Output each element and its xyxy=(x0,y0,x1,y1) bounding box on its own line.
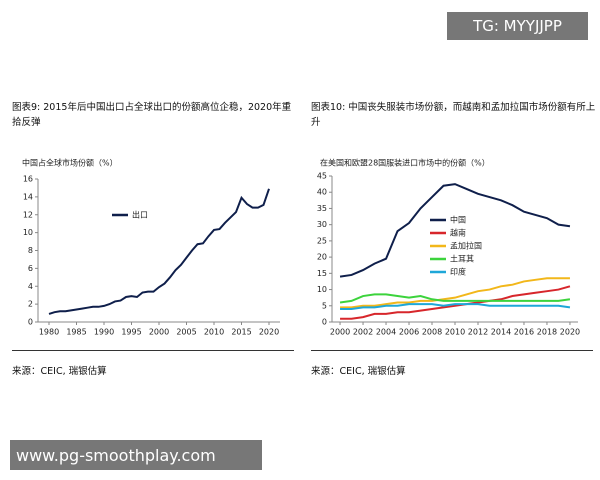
legend-label: 孟加拉国 xyxy=(450,241,482,251)
x-tick-label: 2000 xyxy=(149,328,169,337)
x-tick-label: 2008 xyxy=(422,328,442,337)
y-tick-label: 15 xyxy=(317,269,327,278)
series-line xyxy=(339,293,571,304)
y-tick-label: 0 xyxy=(28,318,33,327)
y-tick-label: 14 xyxy=(23,192,33,201)
legend-label: 中国 xyxy=(450,215,466,225)
x-tick-label: 2012 xyxy=(468,328,488,337)
separator xyxy=(311,350,593,351)
series-line xyxy=(340,285,571,320)
y-tick-label: 30 xyxy=(317,220,327,229)
series-line xyxy=(339,183,571,278)
x-tick-label: 2006 xyxy=(399,328,419,337)
x-tick-label: 2016 xyxy=(514,328,534,337)
legend-label: 出口 xyxy=(132,210,148,220)
series-line xyxy=(340,277,570,309)
x-tick-label: 2014 xyxy=(491,328,511,337)
y-tick-label: 45 xyxy=(317,172,327,181)
x-tick-label: 2010 xyxy=(204,328,224,337)
y-tick-label: 5 xyxy=(322,301,327,310)
y-tick-label: 10 xyxy=(317,285,327,294)
x-tick-label: 2004 xyxy=(376,328,396,337)
x-tick-label: 2010 xyxy=(445,328,465,337)
x-tick-label: 1980 xyxy=(39,328,59,337)
y-tick-label: 4 xyxy=(28,282,33,291)
y-tick-label: 40 xyxy=(317,188,327,197)
x-tick-label: 2018 xyxy=(537,328,557,337)
x-tick-label: 1990 xyxy=(94,328,114,337)
chart-subtitle: 中国占全球市场份额（%） xyxy=(22,158,118,168)
x-tick-label: 1985 xyxy=(66,328,86,337)
figure-caption: 图表9: 2015年后中国出口占全球出口的份额高位企稳，2020年重拾反弹 xyxy=(12,102,292,128)
x-tick-label: 2002 xyxy=(353,328,373,337)
chart-subtitle: 在美国和欧盟28国服装进口市场中的份额（%） xyxy=(320,158,490,168)
y-tick-label: 2 xyxy=(28,300,33,309)
legend-label: 印度 xyxy=(450,267,466,277)
y-tick-label: 8 xyxy=(28,246,33,255)
series-line xyxy=(48,188,270,315)
y-tick-label: 25 xyxy=(317,236,327,245)
x-tick-label: 1995 xyxy=(121,328,141,337)
source-note: 来源：CEIC, 瑞银估算 xyxy=(311,366,406,377)
y-tick-label: 0 xyxy=(322,318,327,327)
site-banner: www.pg-smoothplay.com xyxy=(10,440,262,470)
y-tick-label: 6 xyxy=(28,264,33,273)
y-tick-label: 20 xyxy=(317,253,327,262)
separator xyxy=(12,350,294,351)
figure-caption: 图表10: 中国丧失服装市场份额，而越南和孟加拉国市场份额有所上升 xyxy=(311,102,596,128)
legend-label: 越南 xyxy=(450,228,466,238)
x-tick-label: 2000 xyxy=(330,328,350,337)
x-tick-label: 2020 xyxy=(560,328,580,337)
series-line xyxy=(340,303,571,311)
y-tick-label: 16 xyxy=(23,175,33,184)
y-tick-label: 35 xyxy=(317,204,327,213)
watermark: TG: MYYJJPP xyxy=(447,12,588,40)
source-note: 来源：CEIC, 瑞银估算 xyxy=(12,366,107,377)
x-tick-label: 2005 xyxy=(176,328,196,337)
y-tick-label: 10 xyxy=(23,228,33,237)
legend-label: 土耳其 xyxy=(450,254,474,264)
x-tick-label: 2020 xyxy=(259,328,279,337)
x-tick-label: 2015 xyxy=(231,328,251,337)
y-tick-label: 12 xyxy=(23,210,33,219)
